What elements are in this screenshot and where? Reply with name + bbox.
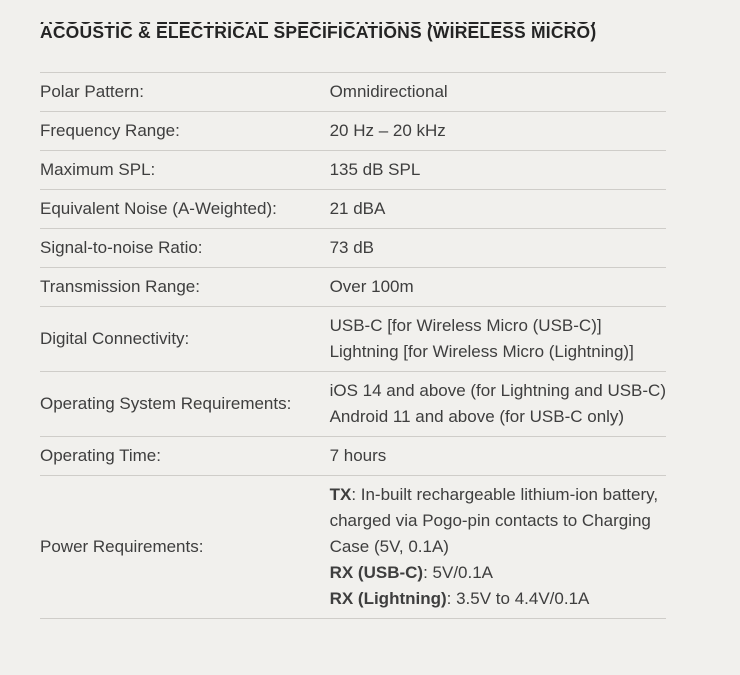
value-segment: iOS 14 and above (for Lightning and USB-… [329,381,666,400]
value-segment: TX [329,485,352,504]
value-segment: 21 dBA [329,199,386,218]
value-segment: : In-built rechargeable lithium-ion batt… [351,485,659,504]
value-segment: RX (Lightning) [329,589,447,608]
value-segment: : 3.5V to 4.4V/0.1A [446,589,590,608]
value-segment: 73 dB [329,238,375,257]
value-line: Lightning [for Wireless Micro (Lightning… [330,339,666,365]
spec-label-cell: Power Requirements: [40,537,204,556]
value-line: charged via Pogo-pin contacts to Chargin… [330,508,666,534]
value-line: USB-C [for Wireless Micro (USB-C)] [330,313,666,339]
value-segment: 135 dB SPL [329,160,421,179]
spec-value-cell: USB-C [for Wireless Micro (USB-C)] Lightn… [330,307,666,372]
spec-row: Maximum SPL: 135 dB SPL [40,150,666,190]
spec-row: Transmission Range: Over 100m [40,267,666,307]
value-line: RX (USB-C): 5V/0.1A [330,560,666,586]
value-segment: Case (5V, 0.1A) [329,537,449,556]
value-line: 20 Hz – 20 kHz [330,118,666,144]
spec-table: Polar Pattern: Omnidirectional Frequency… [40,72,666,619]
value-segment: Lightning [for Wireless Micro (Lightning… [329,342,634,361]
clipped-title-fragment: ACOUSTIC & ELECTRICAL SPECIFICATIONS (WI… [40,22,596,26]
spec-label-cell: Polar Pattern: [40,82,144,101]
spec-row: Power Requirements: TX: In-built recharg… [40,475,666,619]
value-segment: Android 11 and above (for USB-C only) [329,407,625,426]
spec-label-cell: Signal-to-noise Ratio: [40,238,203,257]
spec-label-cell: Operating System Requirements: [40,394,292,413]
spec-row: Operating System Requirements: iOS 14 an… [40,371,666,437]
spec-row: Polar Pattern: Omnidirectional [40,72,666,112]
spec-row: Digital Connectivity: USB-C [for Wireles… [40,306,666,372]
value-segment: 7 hours [329,446,387,465]
value-segment: RX (USB-C) [329,563,424,582]
spec-label-cell: Frequency Range: [40,121,180,140]
spec-value-cell: TX: In-built rechargeable lithium-ion ba… [330,476,666,619]
value-segment: USB-C [for Wireless Micro (USB-C)] [329,316,602,335]
value-line: Case (5V, 0.1A) [330,534,666,560]
spec-value-cell: iOS 14 and above (for Lightning and USB-… [330,372,666,437]
spec-value-cell: 20 Hz – 20 kHz [330,112,666,151]
spec-label-cell: Operating Time: [40,446,161,465]
value-line: iOS 14 and above (for Lightning and USB-… [330,378,666,404]
spec-section: ACOUSTIC & ELECTRICAL SPECIFICATIONS (WI… [40,22,666,619]
spec-label-cell: Maximum SPL: [40,160,156,179]
value-segment: 20 Hz – 20 kHz [329,121,446,140]
spec-row: Equivalent Noise (A-Weighted): 21 dBA [40,189,666,229]
page-title: ACOUSTIC & ELECTRICAL SPECIFICATIONS (WI… [40,22,597,42]
value-line: Over 100m [330,274,666,300]
value-segment: : 5V/0.1A [423,563,494,582]
value-line: 73 dB [330,235,666,261]
spec-row: Frequency Range: 20 Hz – 20 kHz [40,111,666,151]
spec-value-cell: 21 dBA [330,190,666,229]
value-segment: Over 100m [329,277,414,296]
value-line: TX: In-built rechargeable lithium-ion ba… [330,482,666,508]
value-line: Android 11 and above (for USB-C only) [330,404,666,430]
value-line: 21 dBA [330,196,666,222]
value-line: 7 hours [330,443,666,469]
value-line: RX (Lightning): 3.5V to 4.4V/0.1A [330,586,666,612]
spec-value-cell: 7 hours [330,437,666,476]
value-segment: Omnidirectional [329,82,448,101]
value-segment: charged via Pogo-pin contacts to Chargin… [329,511,651,530]
clipped-title-text: ACOUSTIC & ELECTRICAL SPECIFICATIONS (WI… [40,22,596,26]
spec-row: Signal-to-noise Ratio: 73 dB [40,228,666,268]
value-line: Omnidirectional [330,79,666,105]
spec-value-cell: 73 dB [330,229,666,268]
spec-row: Operating Time: 7 hours [40,436,666,476]
spec-label-cell: Transmission Range: [40,277,200,296]
spec-value-cell: Omnidirectional [330,73,666,112]
spec-value-cell: 135 dB SPL [330,151,666,190]
spec-value-cell: Over 100m [330,268,666,307]
value-line: 135 dB SPL [330,157,666,183]
spec-label-cell: Digital Connectivity: [40,329,190,348]
spec-label-cell: Equivalent Noise (A-Weighted): [40,199,277,218]
